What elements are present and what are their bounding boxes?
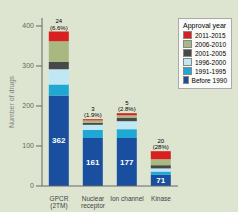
svg-text:Kinase: Kinase	[151, 195, 171, 202]
svg-text:300: 300	[22, 62, 34, 69]
html-text:Approval year: Approval year	[183, 22, 227, 29]
svg-text:24(6.6%): 24(6.6%)	[50, 18, 68, 31]
html-text:2006-2010: 2006-2010	[195, 40, 227, 48]
svg-text:0: 0	[30, 182, 34, 189]
svg-text:20(28%): 20(28%)	[153, 138, 169, 151]
svg-text:Ion channel: Ion channel	[110, 195, 144, 202]
html-text:1996-2000: 1996-2000	[195, 58, 227, 66]
html-text:Before 1990: Before 1990	[191, 76, 227, 84]
svg-text:GPCR(2TM): GPCR(2TM)	[50, 195, 69, 210]
svg-text:Number of drugs: Number of drugs	[8, 75, 16, 128]
html-text:2001-2005: 2001-2005	[195, 49, 227, 57]
svg-text:362: 362	[52, 136, 66, 145]
svg-text:400: 400	[22, 22, 34, 29]
html-text:2011-2015: 2011-2015	[195, 31, 226, 39]
svg-text:5(2.8%): 5(2.8%)	[118, 100, 136, 113]
svg-text:71: 71	[156, 176, 165, 185]
html-text:1991-1995: 1991-1995	[195, 67, 227, 75]
svg-text:3(1.9%): 3(1.9%)	[84, 106, 102, 119]
svg-text:100: 100	[22, 142, 34, 149]
svg-text:Nuclearreceptor: Nuclearreceptor	[81, 195, 106, 210]
svg-text:177: 177	[120, 158, 134, 167]
svg-text:161: 161	[86, 158, 100, 167]
svg-text:200: 200	[22, 102, 34, 109]
